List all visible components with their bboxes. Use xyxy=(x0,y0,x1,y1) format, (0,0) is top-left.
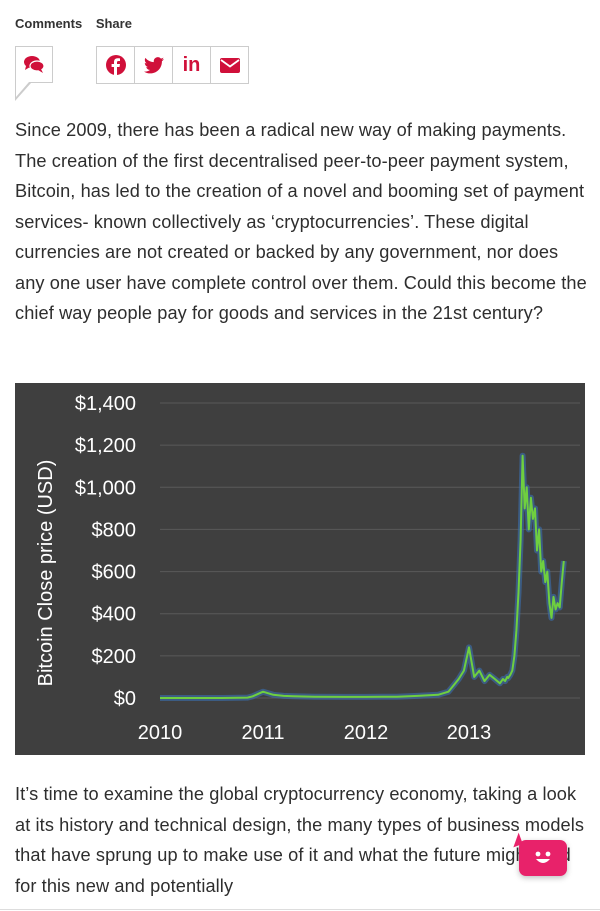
speech-bubbles-icon xyxy=(24,56,44,73)
share-email-button[interactable] xyxy=(210,46,249,84)
smiley-chat-icon xyxy=(531,848,555,868)
share-buttons: in xyxy=(96,46,249,84)
chart-y-tick-label: $0 xyxy=(114,688,136,710)
chart-x-tick-label: 2013 xyxy=(447,722,492,744)
chart-gridlines xyxy=(160,402,580,699)
article-paragraph-intro: Since 2009, there has been a radical new… xyxy=(15,120,587,323)
envelope-icon xyxy=(219,57,240,73)
twitter-icon xyxy=(143,56,164,74)
chart-y-tick-label: $800 xyxy=(92,519,137,541)
share-tabs: Comments Share xyxy=(15,16,142,31)
linkedin-icon: in xyxy=(182,53,201,76)
page-bottom-divider xyxy=(0,909,600,910)
comment-box-tail-inner xyxy=(16,82,29,97)
chart-y-axis-label: Bitcoin Close price (USD) xyxy=(35,460,57,687)
chart-x-tick-label: 2011 xyxy=(242,722,285,744)
share-linkedin-button[interactable]: in xyxy=(172,46,211,84)
comments-button[interactable] xyxy=(15,46,53,83)
tab-share[interactable]: Share xyxy=(95,16,132,31)
chat-widget-button[interactable] xyxy=(509,832,567,876)
share-twitter-button[interactable] xyxy=(134,46,173,84)
chart-svg: $0 $200 $400 $600 $800 $1,000 $1,200 $1,400 201… xyxy=(35,393,580,744)
article-paragraph-next: It’s time to examine the global cryptocu… xyxy=(15,784,585,896)
chart-y-tick-labels: $0 $200 $400 $600 $800 $1,000 $1,200 $1,400 xyxy=(75,393,136,710)
chart-x-tick-label: 2012 xyxy=(344,722,389,744)
bitcoin-price-chart: $0 $200 $400 $600 $800 $1,000 $1,200 $1,400 201… xyxy=(15,383,585,755)
chart-x-tick-label: 2010 xyxy=(138,722,183,744)
chart-y-tick-label: $400 xyxy=(92,604,137,626)
chart-series-glow xyxy=(160,452,567,701)
chart-y-tick-label: $1,400 xyxy=(75,393,136,415)
chart-y-tick-label: $1,000 xyxy=(75,477,136,499)
chart-y-tick-label: $1,200 xyxy=(75,435,136,457)
chart-x-tick-labels: 2010 2011 2012 2013 xyxy=(138,722,492,744)
chart-series-line xyxy=(160,454,565,699)
share-facebook-button[interactable] xyxy=(96,46,135,84)
chart-y-tick-label: $600 xyxy=(92,562,137,584)
facebook-icon xyxy=(105,55,126,75)
chart-series xyxy=(160,452,567,701)
chart-y-tick-label: $200 xyxy=(92,646,137,668)
tab-comments[interactable]: Comments xyxy=(15,16,83,31)
